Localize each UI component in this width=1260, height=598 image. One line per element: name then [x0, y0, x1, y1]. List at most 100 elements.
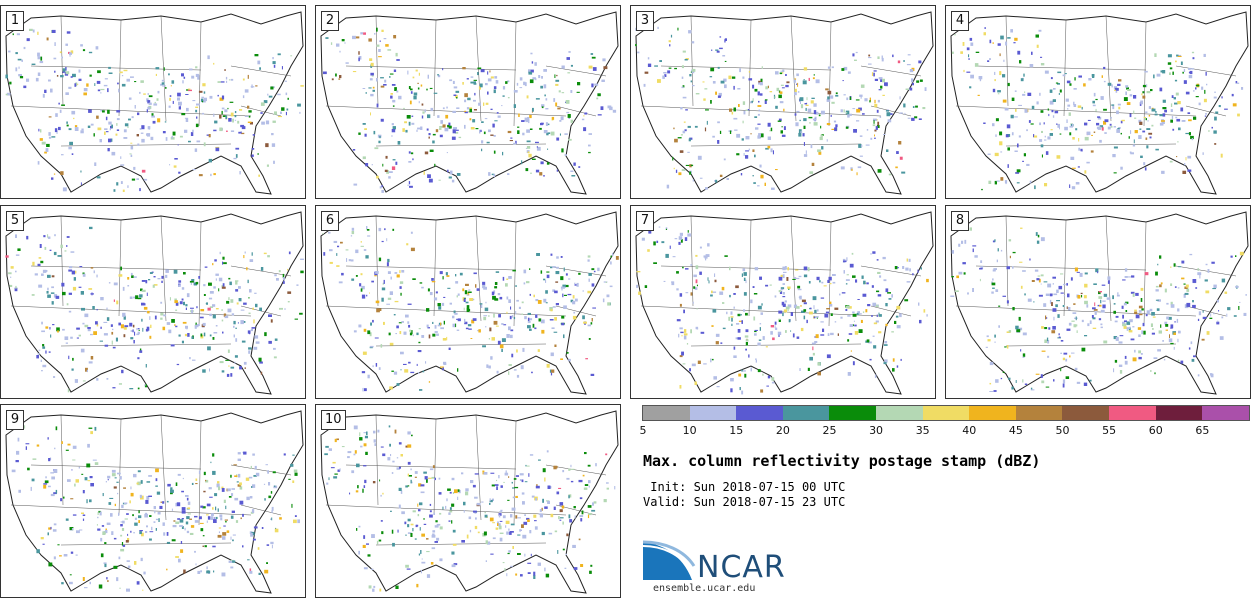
reflectivity-cell: [99, 139, 102, 143]
reflectivity-cell: [1059, 126, 1060, 130]
reflectivity-cell: [409, 100, 412, 105]
reflectivity-cell: [361, 285, 365, 290]
reflectivity-cell: [140, 557, 143, 562]
reflectivity-cell: [108, 72, 113, 74]
reflectivity-cell: [156, 491, 161, 495]
reflectivity-cell: [273, 485, 278, 489]
reflectivity-cell: [896, 325, 901, 329]
reflectivity-cell: [259, 67, 261, 70]
reflectivity-cell: [333, 240, 338, 243]
reflectivity-cell: [815, 316, 819, 318]
reflectivity-cell: [764, 99, 768, 101]
reflectivity-cell: [771, 381, 775, 384]
reflectivity-cell: [1170, 324, 1174, 329]
reflectivity-cell: [878, 331, 882, 334]
reflectivity-cell: [770, 127, 773, 132]
reflectivity-cell: [539, 509, 542, 513]
reflectivity-cell: [1002, 371, 1005, 373]
reflectivity-cell: [750, 367, 752, 372]
reflectivity-cell: [181, 526, 184, 529]
reflectivity-cell: [438, 492, 442, 495]
reflectivity-cell: [1035, 232, 1038, 236]
reflectivity-cell: [417, 503, 419, 507]
reflectivity-cell: [133, 166, 136, 170]
reflectivity-cell: [498, 475, 500, 479]
reflectivity-cell: [222, 331, 224, 334]
reflectivity-cell: [116, 110, 121, 113]
reflectivity-cell: [840, 316, 843, 319]
reflectivity-cell: [1036, 44, 1039, 48]
reflectivity-cell: [408, 361, 411, 364]
reflectivity-cell: [384, 79, 387, 83]
reflectivity-cell: [1180, 360, 1184, 364]
reflectivity-cell: [410, 479, 412, 484]
reflectivity-cell: [591, 283, 595, 287]
reflectivity-cell: [421, 558, 423, 560]
reflectivity-cell: [1046, 337, 1049, 342]
reflectivity-cell: [1060, 368, 1062, 372]
reflectivity-cell: [1053, 316, 1055, 321]
reflectivity-cell: [1092, 76, 1095, 78]
reflectivity-cell: [369, 292, 370, 294]
reflectivity-cell: [820, 125, 822, 129]
reflectivity-cell: [107, 580, 109, 582]
reflectivity-cell: [1030, 387, 1033, 390]
reflectivity-cell: [1142, 130, 1146, 133]
reflectivity-cell: [104, 344, 109, 347]
reflectivity-cell: [499, 532, 504, 534]
reflectivity-cell: [809, 307, 812, 310]
reflectivity-cell: [403, 107, 405, 109]
reflectivity-cell: [223, 313, 227, 317]
reflectivity-cell: [557, 550, 559, 554]
reflectivity-cell: [495, 271, 500, 273]
reflectivity-cell: [71, 270, 76, 275]
reflectivity-cell: [43, 484, 47, 489]
reflectivity-cell: [263, 252, 267, 255]
reflectivity-cell: [524, 82, 527, 87]
reflectivity-cell: [200, 309, 205, 312]
reflectivity-cell: [841, 68, 845, 71]
reflectivity-cell: [121, 369, 124, 374]
reflectivity-cell: [514, 486, 519, 489]
reflectivity-cell: [813, 74, 815, 76]
reflectivity-cell: [877, 169, 882, 173]
reflectivity-cell: [764, 182, 766, 186]
reflectivity-cell: [674, 67, 677, 70]
state-boundary: [870, 305, 912, 317]
reflectivity-cell: [232, 560, 236, 563]
reflectivity-cell: [484, 307, 489, 312]
reflectivity-cell: [42, 269, 47, 273]
reflectivity-cell: [70, 251, 75, 253]
reflectivity-cell: [446, 106, 448, 109]
reflectivity-cell: [488, 365, 491, 369]
reflectivity-cell: [1183, 80, 1187, 84]
reflectivity-cell: [230, 474, 232, 478]
reflectivity-cell: [132, 329, 134, 333]
reflectivity-cell: [15, 285, 17, 289]
reflectivity-cell: [399, 331, 402, 335]
reflectivity-cell: [154, 101, 156, 104]
reflectivity-cell: [453, 310, 456, 314]
reflectivity-cell: [179, 135, 183, 138]
reflectivity-cell: [881, 55, 883, 59]
reflectivity-cell: [149, 272, 153, 274]
reflectivity-cell: [46, 143, 50, 147]
reflectivity-cell: [88, 51, 93, 54]
reflectivity-cell: [1044, 183, 1048, 187]
reflectivity-cell: [562, 284, 566, 288]
reflectivity-cell: [221, 486, 224, 490]
reflectivity-cell: [880, 85, 883, 89]
reflectivity-cell: [1083, 295, 1087, 299]
reflectivity-cell: [57, 544, 60, 546]
reflectivity-cell: [1172, 71, 1174, 75]
reflectivity-cell: [166, 500, 169, 503]
reflectivity-cell: [1043, 303, 1047, 307]
reflectivity-cell: [699, 246, 702, 249]
reflectivity-cell: [237, 458, 241, 461]
reflectivity-cell: [1142, 322, 1145, 327]
reflectivity-cell: [341, 272, 344, 276]
reflectivity-cell: [453, 563, 458, 566]
reflectivity-cell: [171, 135, 173, 139]
reflectivity-cell: [1188, 132, 1191, 136]
reflectivity-cell: [798, 275, 802, 278]
